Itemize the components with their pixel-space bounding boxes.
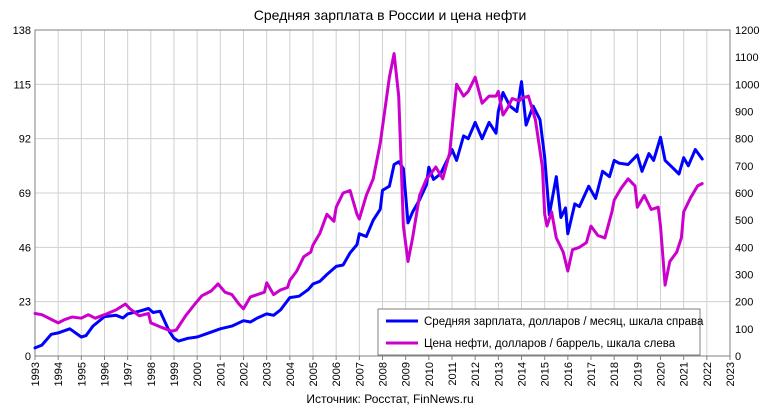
right-tick-label: 1100: [735, 52, 759, 64]
x-tick-label: 2009: [401, 362, 413, 386]
series-line-salary: [33, 80, 704, 350]
x-tick-label: 2007: [354, 362, 366, 386]
right-tick-label: 300: [735, 270, 753, 282]
right-tick-label: 1000: [735, 79, 759, 91]
x-tick-label: 1993: [30, 362, 42, 386]
source-note: Источник: Росстат, FinNews.ru: [306, 392, 473, 406]
series-line-oil: [33, 52, 704, 333]
x-tick-label: 1994: [53, 362, 65, 386]
left-axis: 0 23 46 69 92 115 138: [13, 25, 31, 363]
right-tick-label: 500: [735, 215, 753, 227]
x-tick-label: 1995: [76, 362, 88, 386]
x-tick-label: 2014: [517, 362, 529, 386]
x-tick-label: 2018: [609, 362, 621, 386]
legend-box: [377, 308, 701, 356]
x-tick-label: 2003: [262, 362, 274, 386]
legend: Средняя зарплата, долларов / месяц, шкал…: [377, 308, 704, 356]
left-tick-label: 23: [19, 297, 31, 309]
x-tick-label: 2013: [493, 362, 505, 386]
legend-label-salary: Средняя зарплата, долларов / месяц, шкал…: [424, 316, 704, 328]
x-axis: 1993 1994 1995 1996 1997 1998 1999 2000 2001 2002…: [30, 356, 737, 386]
right-tick-label: 700: [735, 161, 753, 173]
x-tick-label: 2022: [702, 362, 714, 386]
left-tick-label: 92: [19, 134, 31, 146]
right-axis: 0 100 200 300 400 500 600 700 800 900 1000 1100 1200: [735, 25, 759, 363]
x-tick-label: 2000: [192, 362, 204, 386]
x-tick-label: 2021: [679, 362, 691, 386]
x-tick-label: 2006: [331, 362, 343, 386]
right-tick-label: 800: [735, 134, 753, 146]
x-tick-label: 2004: [285, 362, 297, 386]
left-tick-label: 0: [25, 351, 31, 363]
x-tick-label: 1996: [100, 362, 112, 386]
x-tick-label: 1997: [123, 362, 135, 386]
x-tick-label: 2005: [308, 362, 320, 386]
x-tick-label: 2020: [656, 362, 668, 386]
x-tick-label: 2010: [424, 362, 436, 386]
chart-title: Средняя зарплата в России и цена нефти: [254, 7, 527, 23]
x-tick-label: 2015: [540, 362, 552, 386]
right-tick-label: 200: [735, 297, 753, 309]
right-tick-label: 600: [735, 188, 753, 200]
x-tick-label: 2012: [470, 362, 482, 386]
x-tick-label: 2011: [447, 362, 459, 386]
series-layer: [33, 52, 704, 350]
legend-label-oil: Цена нефти, долларов / баррель, шкала сл…: [424, 338, 676, 350]
x-tick-label: 1999: [169, 362, 181, 386]
left-tick-label: 46: [19, 242, 31, 254]
right-tick-label: 1200: [735, 25, 759, 37]
x-tick-label: 2008: [378, 362, 390, 386]
x-tick-label: 2023: [725, 362, 737, 386]
right-tick-label: 0: [735, 351, 741, 363]
x-tick-label: 2019: [632, 362, 644, 386]
right-tick-label: 100: [735, 324, 753, 336]
x-tick-label: 2017: [586, 362, 598, 386]
x-tick-label: 2016: [563, 362, 575, 386]
left-tick-label: 115: [13, 79, 31, 91]
right-tick-label: 900: [735, 107, 753, 119]
left-tick-label: 138: [13, 25, 31, 37]
right-tick-label: 400: [735, 242, 753, 254]
left-tick-label: 69: [19, 188, 31, 200]
x-tick-label: 2001: [215, 362, 227, 386]
x-tick-label: 1998: [146, 362, 158, 386]
x-tick-label: 2002: [239, 362, 251, 386]
